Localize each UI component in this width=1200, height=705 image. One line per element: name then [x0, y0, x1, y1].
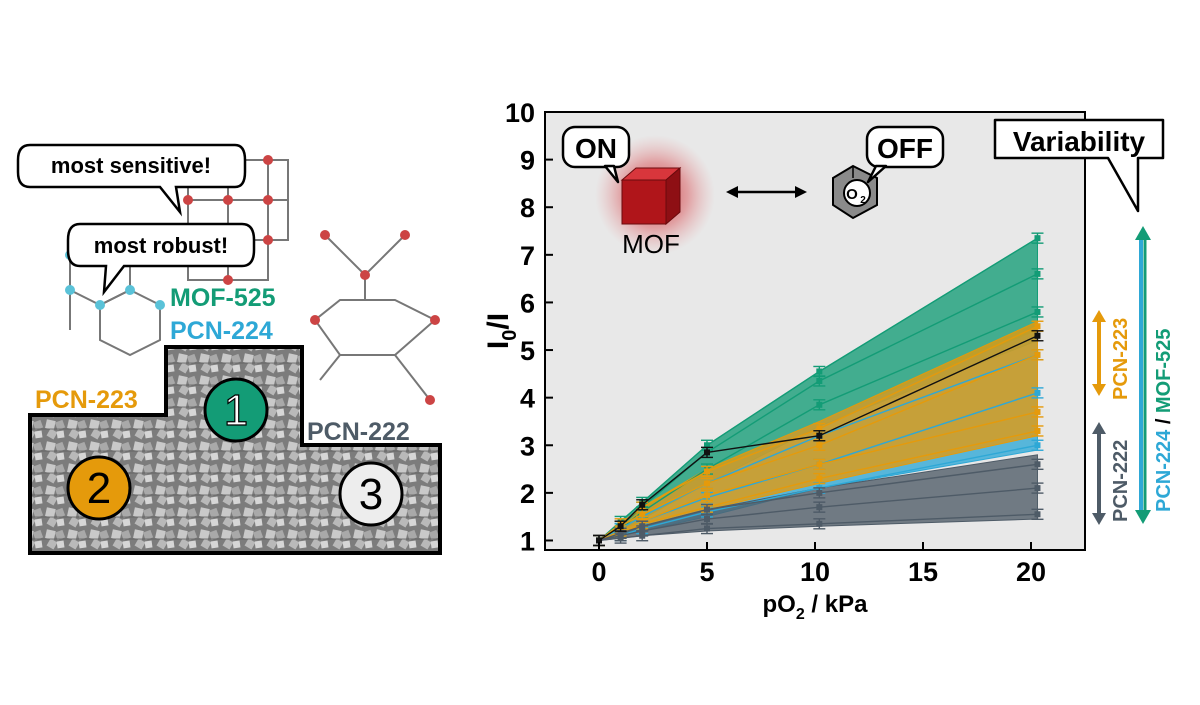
data-point: [813, 501, 826, 513]
variability-title: Variability: [1013, 126, 1146, 157]
x-tick-label: 5: [699, 557, 714, 587]
podium: [28, 345, 442, 555]
x-axis-title: pO2 / kPa: [763, 591, 869, 623]
podium-place-1: 1: [203, 377, 269, 443]
bubble-sensitive-text: most sensitive!: [51, 153, 211, 178]
data-point: [813, 487, 826, 499]
speech-bubble-sensitive: most sensitive!: [16, 143, 247, 217]
data-point: [614, 520, 627, 532]
data-point: [614, 532, 627, 544]
off-label: OFF: [877, 133, 933, 164]
variability-callout: Variability: [993, 118, 1165, 213]
data-point: [701, 446, 713, 459]
bubble-robust-text: most robust!: [94, 233, 228, 258]
data-point: [636, 530, 649, 542]
data-point: [701, 522, 713, 535]
data-point: [636, 499, 649, 511]
data-point: [701, 465, 713, 478]
x-tick-label: 20: [1016, 557, 1046, 587]
double-arrow: [726, 186, 807, 198]
series-line: [598, 463, 1038, 542]
series-line: [598, 335, 1038, 542]
data-point: [1031, 439, 1044, 451]
data-point: [813, 430, 826, 442]
data-point: [813, 399, 826, 411]
data-point: [1031, 406, 1044, 418]
podium-place-2: 2: [66, 455, 132, 521]
range-arrow-pcn224-mof525: [1135, 226, 1151, 524]
y-tick-label: 9: [520, 146, 535, 176]
side-label-pcn223: PCN-223: [1110, 318, 1132, 400]
series-line: [598, 513, 1038, 542]
data-point: [1031, 306, 1044, 318]
data-point: [1031, 425, 1044, 437]
x-tick-label: 10: [800, 557, 830, 587]
side-label-pcn224: PCN-224: [1153, 429, 1175, 512]
y-tick-label: 5: [520, 336, 535, 366]
data-point: [1031, 508, 1044, 520]
data-point: [1031, 268, 1044, 280]
side-label-pcn222: PCN-222: [1110, 440, 1132, 522]
place-3-text: 3: [359, 470, 383, 519]
series-line: [598, 487, 1038, 542]
data-point: [1031, 387, 1044, 399]
y-tick-label: 2: [520, 479, 535, 509]
data-point: [701, 489, 713, 501]
side-label-pcn224-mof525: PCN-224 / MOF-525: [1153, 329, 1175, 512]
data-point: [813, 458, 826, 471]
podium-place-3: 3: [338, 461, 404, 527]
y-tick-label: 3: [520, 431, 535, 461]
data-point: [1031, 232, 1044, 244]
y-tick-label: 1: [520, 526, 535, 556]
label-pcn224: PCN-224: [170, 317, 273, 345]
series-line: [598, 237, 1038, 542]
y-tick-label: 7: [520, 241, 535, 271]
y-tick-label: 8: [520, 193, 535, 223]
data-point: [1031, 458, 1044, 471]
label-pcn222: PCN-222: [307, 418, 410, 446]
on-label: ON: [575, 133, 617, 164]
data-point: [813, 375, 826, 387]
data-point: [813, 472, 826, 485]
range-arrow-pcn223: [1092, 310, 1106, 396]
y-tick-label: 6: [520, 288, 535, 318]
y-tick-label: 10: [505, 98, 535, 128]
label-mof525: MOF-525: [170, 284, 276, 312]
x-tick-label: 0: [591, 557, 606, 587]
y-tick-label: 4: [520, 384, 535, 414]
axes: 1 2 3 4 5 6 7 8 9 10 0 5 10 15 20 pO2 / kPa I0/I: [482, 98, 1046, 623]
data-point: [813, 518, 826, 530]
data-point: [1031, 330, 1044, 342]
place-1-text: 1: [224, 386, 248, 435]
data-point: [701, 477, 713, 490]
range-arrow-pcn222: [1092, 422, 1106, 525]
o2-subscript: 2: [860, 195, 866, 206]
speech-bubble-robust: most robust!: [66, 222, 256, 297]
label-pcn223: PCN-223: [35, 386, 138, 414]
mof-label: MOF: [622, 229, 680, 259]
y-axis-title: I0/I: [482, 313, 521, 349]
x-tick-label: 15: [908, 557, 938, 587]
side-label-mof525: MOF-525: [1153, 329, 1175, 413]
data-point: [1031, 349, 1044, 361]
data-point: [1031, 482, 1044, 494]
framework-sketch-pcn222: [310, 230, 440, 405]
inset-on-state: ON MOF: [561, 125, 715, 259]
place-2-text: 2: [87, 464, 111, 513]
side-label-slash: /: [1153, 413, 1175, 430]
o2-label: O: [846, 186, 858, 203]
inset-off-state: O 2 OFF: [832, 125, 945, 220]
